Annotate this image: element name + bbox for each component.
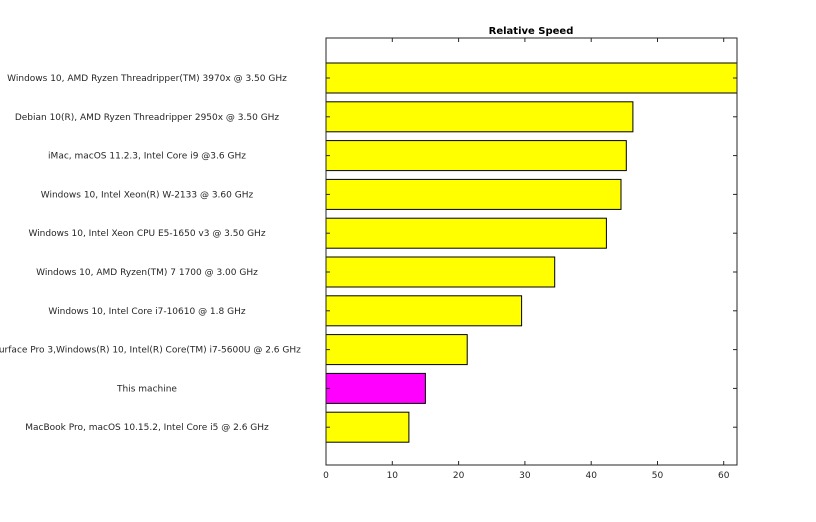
chart-title: Relative Speed bbox=[489, 26, 574, 37]
category-label-6: Windows 10, Intel Core i7-10610 @ 1.8 GH… bbox=[48, 307, 245, 317]
bar-5 bbox=[325, 256, 556, 288]
plot-frame bbox=[325, 37, 738, 466]
bar-3 bbox=[325, 178, 622, 210]
category-label-1: Debian 10(R), AMD Ryzen Threadripper 295… bbox=[15, 113, 280, 123]
x-tick-label-2: 20 bbox=[453, 471, 465, 481]
bar-4 bbox=[325, 217, 607, 249]
category-label-4: Windows 10, Intel Xeon CPU E5-1650 v3 @ … bbox=[28, 229, 265, 239]
bar-2 bbox=[325, 140, 627, 172]
axes bbox=[325, 37, 738, 466]
category-label-8: This machine bbox=[116, 384, 177, 394]
category-label-3: Windows 10, Intel Xeon(R) W-2133 @ 3.60 … bbox=[41, 190, 254, 200]
bar-6 bbox=[325, 295, 523, 327]
x-axis-ticks: 0 10 20 30 40 50 60 bbox=[323, 38, 737, 481]
x-tick-label-5: 50 bbox=[652, 471, 664, 481]
bar-1 bbox=[325, 101, 634, 133]
bar-0 bbox=[325, 62, 738, 94]
category-label-5: Windows 10, AMD Ryzen(TM) 7 1700 @ 3.00 … bbox=[36, 268, 258, 278]
x-tick-label-0: 0 bbox=[323, 471, 329, 481]
category-label-7: Surface Pro 3,Windows(R) 10, Intel(R) Co… bbox=[0, 346, 301, 356]
category-label-2: iMac, macOS 11.2.3, Intel Core i9 @3.6 G… bbox=[48, 152, 246, 162]
x-tick-label-1: 10 bbox=[387, 471, 399, 481]
category-label-9: MacBook Pro, macOS 10.15.2, Intel Core i… bbox=[25, 423, 269, 433]
bars bbox=[325, 62, 738, 443]
bar-9 bbox=[325, 411, 410, 443]
x-tick-label-3: 30 bbox=[519, 471, 531, 481]
category-labels: Windows 10, AMD Ryzen Threadripper(TM) 3… bbox=[0, 74, 301, 433]
bar-7 bbox=[325, 334, 468, 366]
category-label-0: Windows 10, AMD Ryzen Threadripper(TM) 3… bbox=[7, 74, 287, 84]
bar-8 bbox=[325, 372, 426, 404]
x-tick-label-6: 60 bbox=[718, 471, 730, 481]
x-tick-label-4: 40 bbox=[585, 471, 597, 481]
